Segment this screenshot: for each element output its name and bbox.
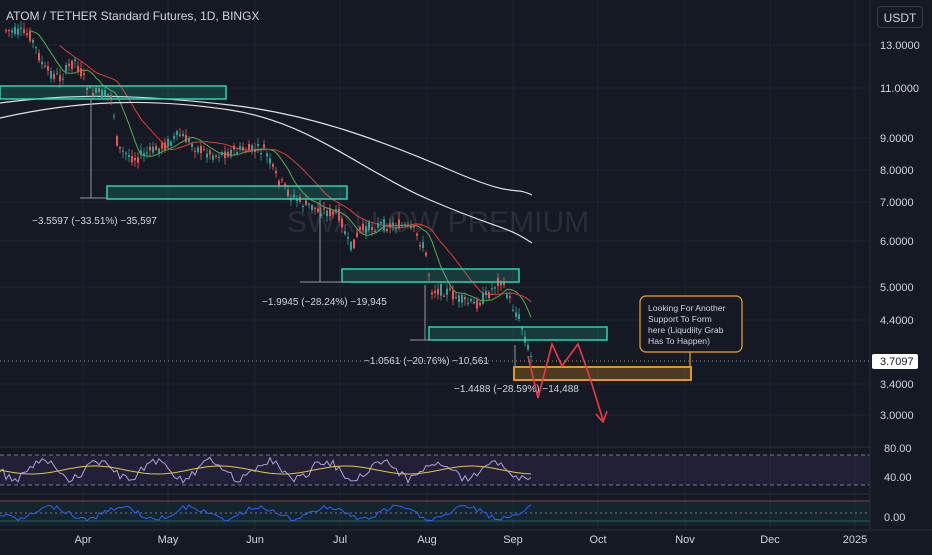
price-axis[interactable]: 13.0000 11.0000 9.0000 8.0000 7.0000 6.0…	[869, 0, 920, 530]
time-label-apr: Apr	[74, 534, 91, 546]
rsi-pane[interactable]	[0, 446, 870, 486]
price-tick-6: 6.0000	[880, 236, 914, 248]
watermark-text: SWALLOW PREMIUM	[287, 206, 589, 239]
price-tick-9: 9.0000	[880, 133, 914, 145]
time-label-jul: Jul	[333, 534, 347, 546]
price-tick-7: 7.0000	[880, 197, 914, 209]
support-zone-2[interactable]	[106, 185, 348, 200]
measure-tools	[80, 99, 516, 368]
measure-label-3: −1.0561 (−20.76%) −10,561	[364, 356, 489, 367]
support-zones[interactable]	[0, 85, 692, 381]
rsi-ma-line	[0, 465, 532, 475]
callout-line-3: here (Liqudiity Grab	[648, 325, 724, 335]
price-tick-13: 13.0000	[880, 40, 920, 52]
currency-button[interactable]: USDT	[877, 6, 923, 28]
price-tick-11: 11.0000	[880, 83, 919, 95]
time-label-oct: Oct	[589, 534, 606, 546]
moving-averages	[0, 29, 533, 318]
measure-label-1: −3.5597 (−33.51%) −35,597	[32, 216, 157, 227]
time-label-may: May	[158, 534, 179, 546]
support-zone-3[interactable]	[341, 268, 520, 283]
price-tick-3: 3.0000	[880, 410, 914, 422]
projection-arrowhead	[595, 410, 608, 424]
time-axis[interactable]: Apr May Jun Jul Aug Sep Oct Nov Dec 2025	[0, 529, 932, 546]
time-label-nov: Nov	[675, 534, 695, 546]
last-price-label: 3.7097	[880, 356, 914, 368]
support-zone-1[interactable]	[0, 85, 227, 100]
symbol-title: ATOM / TETHER Standard Futures, 1D, BING…	[6, 9, 260, 23]
callout-line-1: Looking For Another	[648, 303, 726, 313]
last-price-badge	[872, 354, 918, 369]
time-label-aug: Aug	[417, 534, 437, 546]
target-support-zone[interactable]	[513, 366, 692, 381]
support-zone-4[interactable]	[428, 326, 608, 341]
oscillator-pane[interactable]	[0, 493, 870, 526]
annotation-callout[interactable]: Looking For Another Support To Form here…	[639, 295, 743, 367]
rsi-tick-80: 80.00	[884, 443, 912, 455]
projection-path	[527, 341, 604, 421]
rsi-line	[0, 456, 532, 484]
callout-line-4: Has To Happen)	[648, 336, 710, 346]
price-tick-8: 8.0000	[880, 165, 914, 177]
rsi-tick-40: 40.00	[884, 472, 912, 484]
measure-labels: −3.5597 (−33.51%) −35,597 −1.9945 (−28.2…	[32, 216, 579, 395]
grid	[0, 0, 870, 530]
time-label-dec: Dec	[760, 534, 780, 546]
osc-tick-0: 0.00	[884, 512, 905, 524]
price-tick-5: 5.0000	[880, 282, 914, 294]
measure-label-2: −1.9945 (−28.24%) −19,945	[262, 297, 387, 308]
price-tick-4-4: 4.4000	[880, 315, 914, 327]
measure-label-4: −1.4488 (−28.59%) −14,488	[454, 384, 579, 395]
price-tick-3-4: 3.4000	[880, 379, 914, 391]
time-label-jun: Jun	[246, 534, 264, 546]
time-label-2025: 2025	[843, 534, 867, 546]
callout-line-2: Support To Form	[648, 314, 712, 324]
time-label-sep: Sep	[503, 534, 523, 546]
oscillator-line	[0, 504, 532, 522]
